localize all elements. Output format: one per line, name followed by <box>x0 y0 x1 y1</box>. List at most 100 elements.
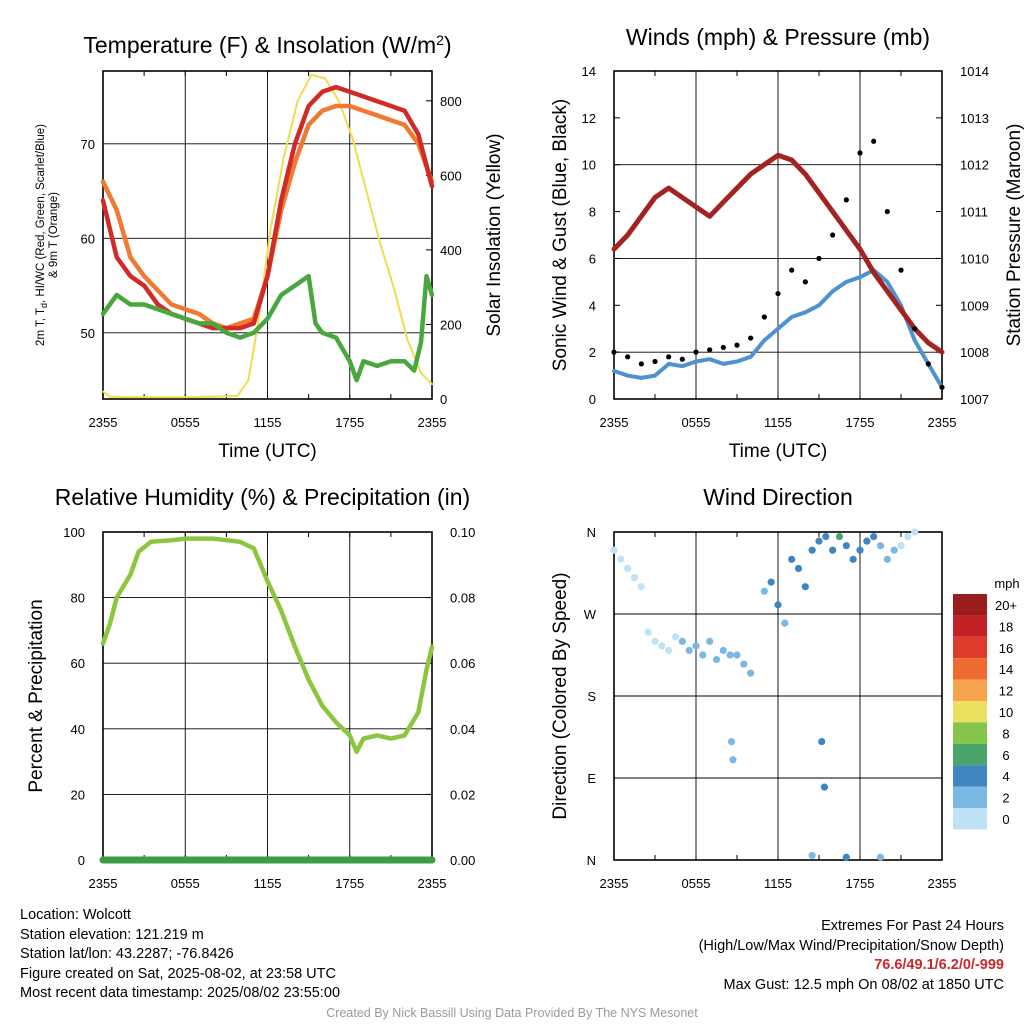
gust-point <box>830 232 836 238</box>
colorbar-swatch <box>953 765 987 787</box>
y-right-axis-label: Station Pressure (Maroon) <box>1004 124 1024 347</box>
direction-point <box>630 573 639 582</box>
x-tick-label: 0555 <box>171 876 200 891</box>
y-right-tick-label: 0.10 <box>450 525 475 540</box>
direction-point <box>658 642 666 650</box>
y-left-tick-label: 8 <box>589 205 596 220</box>
elevation-text: Station elevation: 121.219 m <box>20 926 204 943</box>
insolation-line <box>102 73 433 399</box>
direction-point <box>818 737 826 746</box>
x-tick-label: 0555 <box>171 415 200 430</box>
colorbar-swatch <box>953 701 987 723</box>
y-left-tick-label: 12 <box>582 111 596 126</box>
direction-point <box>788 555 796 563</box>
x-tick-label: 2355 <box>928 876 957 891</box>
y-left-tick-label: 0 <box>78 853 85 868</box>
gust-point <box>884 208 890 215</box>
chart-title: Winds (mph) & Pressure (mb) <box>626 24 930 50</box>
y-left-tick-label: 14 <box>582 64 596 79</box>
gust-point <box>925 361 931 367</box>
direction-point <box>808 851 816 860</box>
y-left-tick-label: 10 <box>582 158 596 173</box>
panel-3: 2355 0555 1155 1755 2355 0 20 40 60 80 100 0.00 0.02… <box>26 484 475 891</box>
gust-point <box>871 138 877 144</box>
colorbar-swatch <box>953 679 987 701</box>
y-tick-label: N <box>587 525 596 540</box>
colorbar-swatch <box>953 658 987 680</box>
colorbar-label: 14 <box>999 662 1013 677</box>
latlon-text: Station lat/lon: 43.2287; -76.8426 <box>20 946 234 962</box>
y-left-axis-label: Percent & Precipitation <box>26 599 47 792</box>
extremes-panel: Extremes For Past 24 Hours (High/Low/Max… <box>699 917 1004 995</box>
rh-line <box>100 536 435 755</box>
colorbar-label: 18 <box>999 619 1013 634</box>
gust-point <box>816 255 822 262</box>
x-tick-label: 2355 <box>89 876 118 891</box>
panel-4: 2355 0555 1155 1755 2355 N E S W N Wind Direction D… <box>550 484 1020 891</box>
y-left-tick-label: 6 <box>589 251 596 266</box>
colorbar-label: 4 <box>1002 769 1009 784</box>
y-axis-label: Direction (Colored By Speed) <box>550 572 571 819</box>
x-tick-label: 1755 <box>335 415 364 430</box>
x-tick-label: 1155 <box>254 876 282 891</box>
colorbar-swatch <box>953 786 987 808</box>
direction-point <box>822 532 830 541</box>
direction-point <box>781 619 789 627</box>
colorbar-swatch <box>953 743 987 766</box>
direction-point <box>712 655 721 664</box>
x-tick-label: 2355 <box>928 415 957 430</box>
direction-point <box>637 583 645 591</box>
y-right-tick-label: 800 <box>440 94 462 109</box>
x-axis-label: Time (UTC) <box>218 441 317 462</box>
direction-point <box>624 564 632 573</box>
direction-point <box>856 546 864 554</box>
direction-point <box>727 737 736 746</box>
panel-1: 2355 0555 1155 1755 2355 50 60 70 0 200 400 600 800 T… <box>35 32 505 462</box>
gust-point <box>761 314 767 320</box>
y-right-tick-label: 0.08 <box>450 591 475 606</box>
title-superscript: 2 <box>436 32 444 48</box>
direction-point <box>617 555 625 563</box>
x-tick-label: 1755 <box>335 876 364 891</box>
direction-point <box>876 542 885 550</box>
direction-point <box>911 528 919 536</box>
y-right-axis-label: Solar Insolation (Yellow) <box>484 133 505 336</box>
y-left-tick-label: 0 <box>589 392 596 407</box>
y-left-tick-label: 20 <box>71 787 85 802</box>
direction-point <box>815 537 823 545</box>
gust-point <box>912 326 918 332</box>
x-tick-label: 1755 <box>846 415 875 430</box>
direction-point <box>610 546 618 554</box>
y-right-tick-label: 0.00 <box>450 853 475 868</box>
gust-point <box>748 335 754 341</box>
y-left-tick-label: 60 <box>71 656 85 671</box>
created-text: Figure created on Sat, 2025-08-02, at 23… <box>20 965 336 982</box>
direction-point <box>883 555 891 563</box>
x-axis-label: Time (UTC) <box>729 441 828 462</box>
y-right-tick-label: 1010 <box>960 251 989 266</box>
plot-frame <box>613 70 943 400</box>
extremes-subtitle: (High/Low/Max Wind/Precipitation/Snow De… <box>698 937 1004 954</box>
x-tick-label: 1155 <box>764 415 792 430</box>
temp_2m-line <box>100 84 435 331</box>
colorbar-label: 2 <box>1002 791 1009 806</box>
chart-title: Relative Humidity (%) & Precipitation (i… <box>55 484 470 510</box>
gust-point <box>898 267 904 273</box>
direction-point <box>829 546 837 554</box>
direction-point <box>692 642 700 650</box>
y-right-tick-label: 1011 <box>960 205 988 220</box>
y-tick-label: E <box>587 771 596 786</box>
x-tick-label: 2355 <box>600 876 629 891</box>
extremes-values: 76.6/49.1/6.2/0/-999 <box>874 957 1004 973</box>
chart-title: Wind Direction <box>703 484 853 510</box>
direction-point <box>842 853 850 861</box>
y-right-tick-label: 1013 <box>960 111 989 126</box>
direction-point <box>726 651 734 659</box>
gust-point <box>638 361 644 367</box>
direction-point <box>760 587 768 595</box>
wind-line <box>612 268 944 390</box>
x-tick-label: 0555 <box>682 876 711 891</box>
colorbar-title: mph <box>994 576 1019 591</box>
colorbar-label: 12 <box>999 684 1013 699</box>
